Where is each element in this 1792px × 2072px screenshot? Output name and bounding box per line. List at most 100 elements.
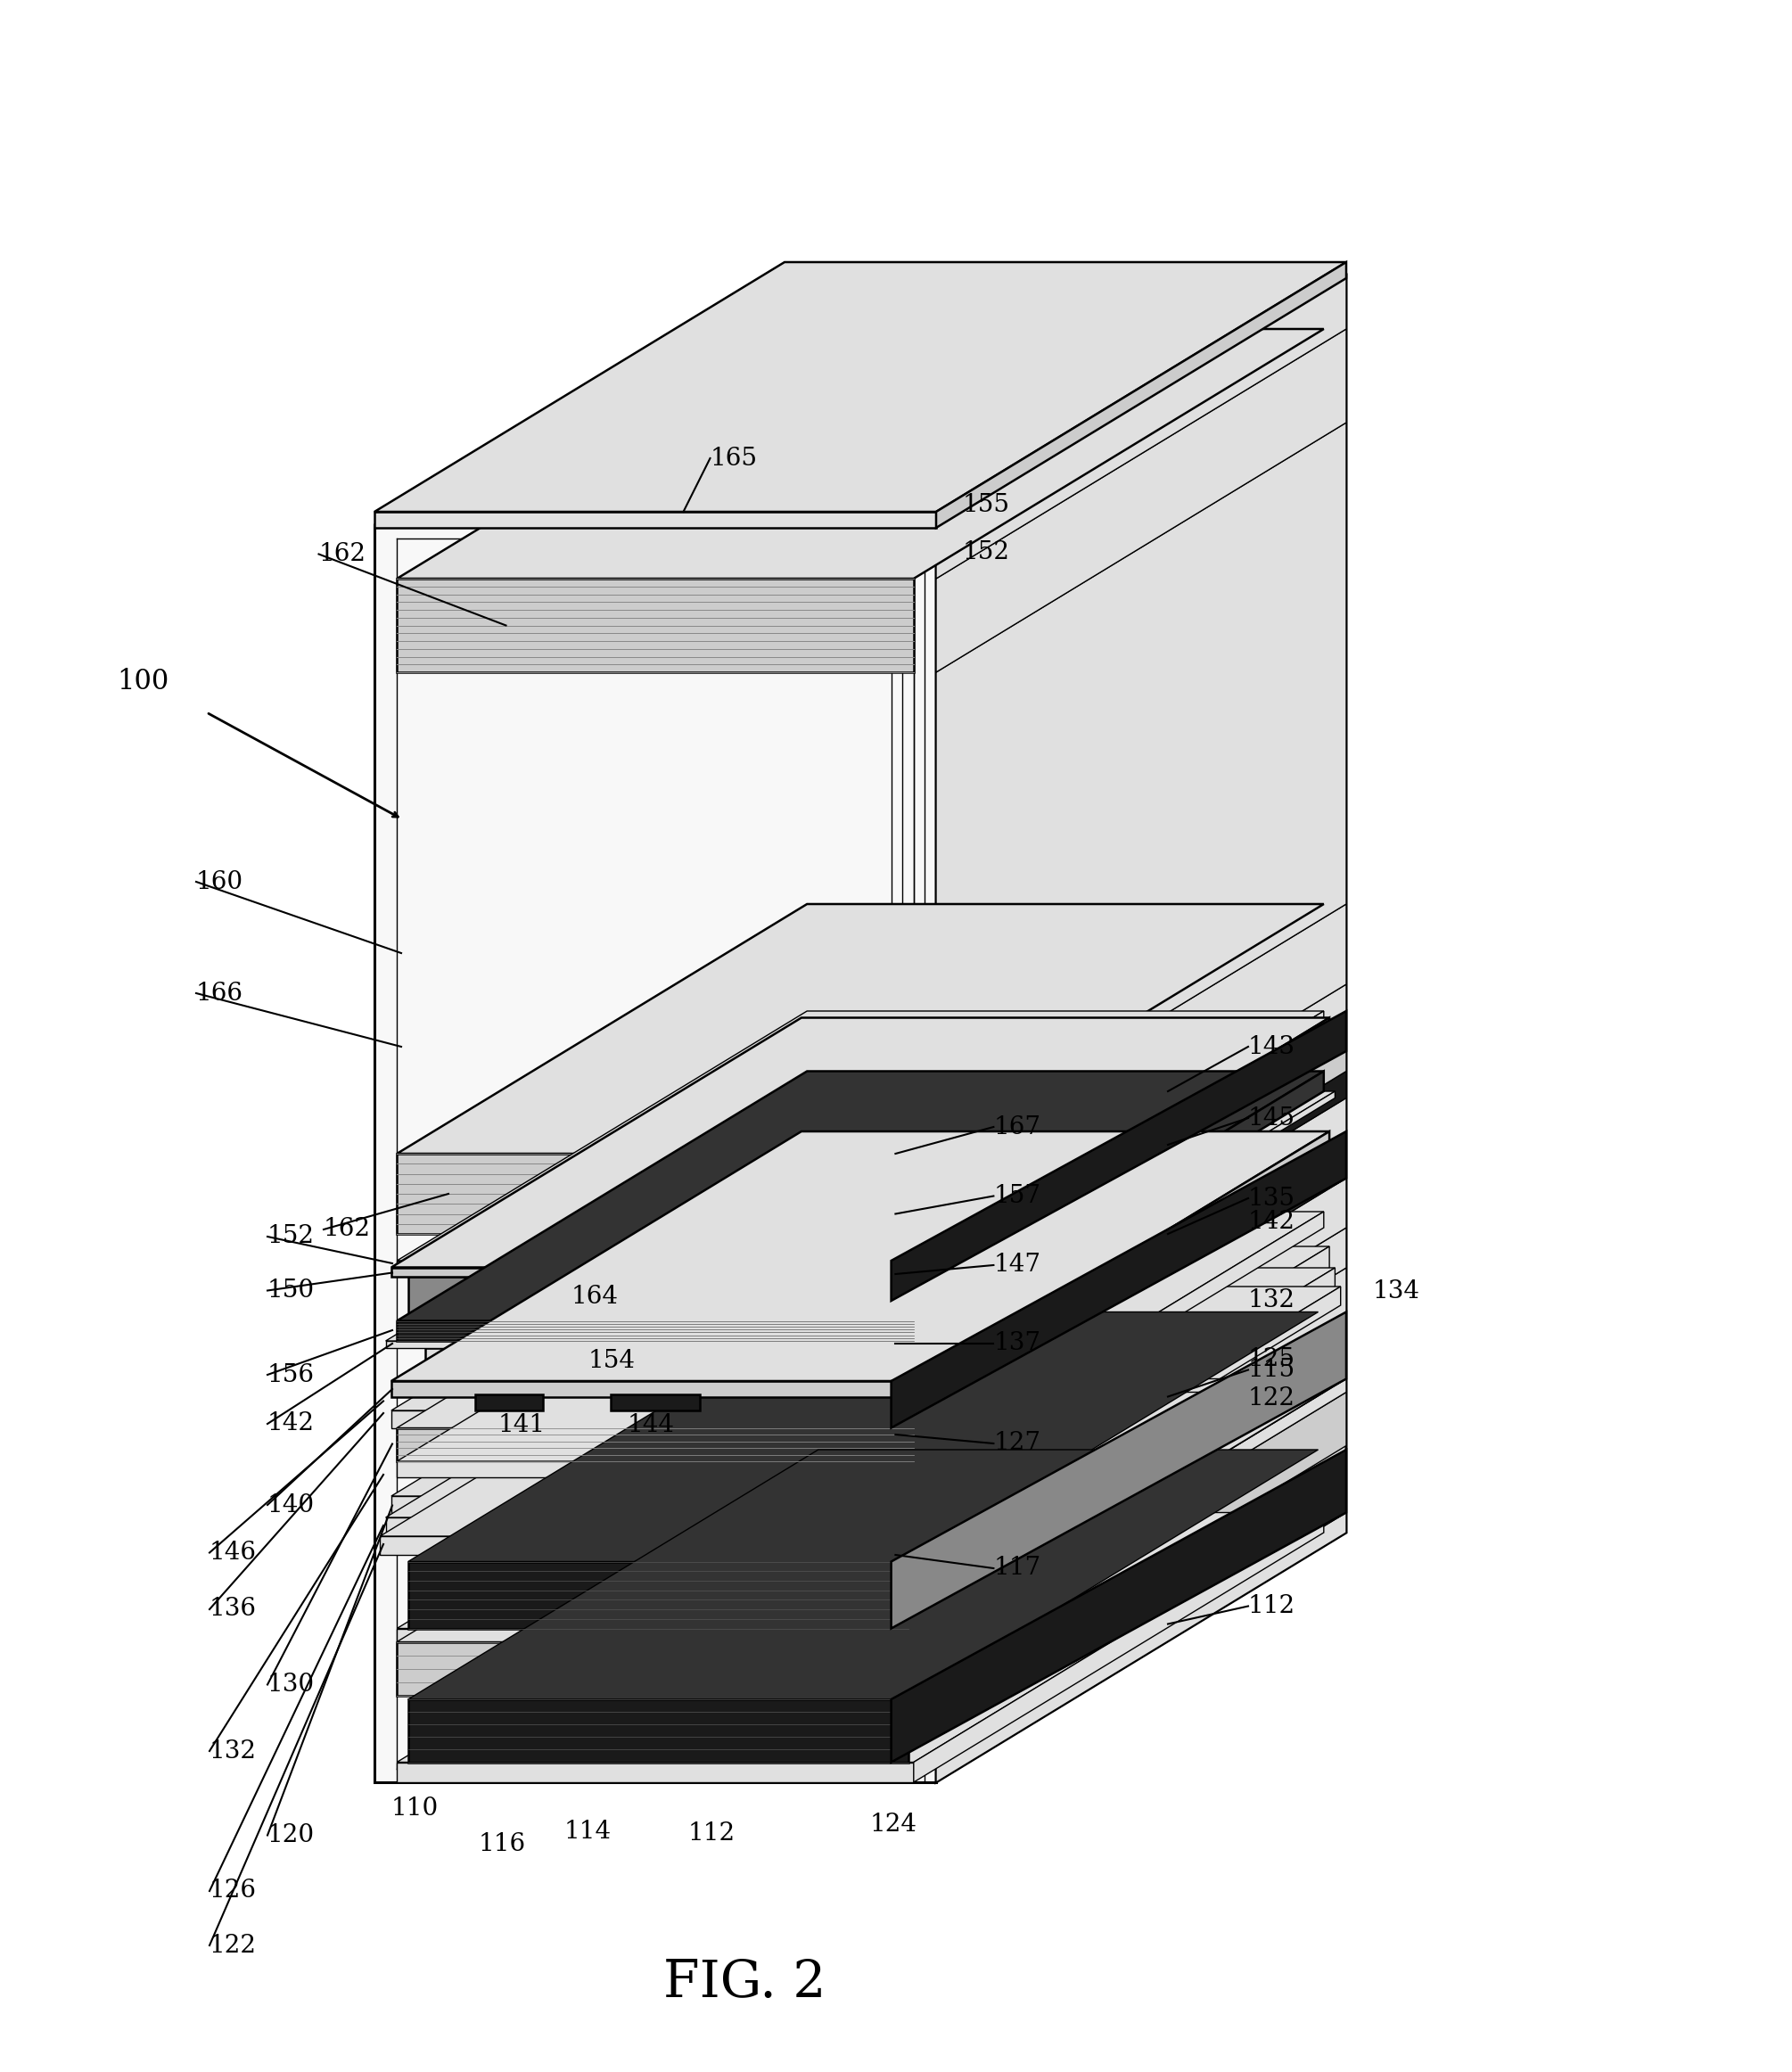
Polygon shape bbox=[914, 1212, 1324, 1477]
Polygon shape bbox=[935, 329, 1346, 671]
Polygon shape bbox=[391, 1131, 1330, 1382]
Text: 140: 140 bbox=[267, 1494, 315, 1517]
Text: 117: 117 bbox=[993, 1556, 1041, 1581]
Polygon shape bbox=[409, 1450, 1319, 1699]
Polygon shape bbox=[375, 263, 1346, 512]
Text: 160: 160 bbox=[195, 870, 244, 893]
Polygon shape bbox=[919, 1131, 1330, 1397]
Polygon shape bbox=[396, 1320, 914, 1341]
Polygon shape bbox=[919, 1247, 1330, 1517]
Polygon shape bbox=[935, 1268, 1346, 1562]
Polygon shape bbox=[925, 1092, 1335, 1347]
Text: 130: 130 bbox=[267, 1672, 315, 1697]
Text: 134: 134 bbox=[1373, 1280, 1421, 1303]
Polygon shape bbox=[396, 1378, 1324, 1629]
Polygon shape bbox=[375, 512, 935, 528]
Polygon shape bbox=[396, 1641, 914, 1695]
Text: 137: 137 bbox=[993, 1332, 1041, 1355]
Polygon shape bbox=[396, 1513, 1324, 1761]
Text: 162: 162 bbox=[319, 543, 366, 566]
Text: 112: 112 bbox=[1249, 1593, 1296, 1618]
Polygon shape bbox=[396, 1629, 914, 1641]
Polygon shape bbox=[891, 1312, 1346, 1629]
Text: 116: 116 bbox=[478, 1832, 527, 1857]
Polygon shape bbox=[891, 1131, 1346, 1428]
Polygon shape bbox=[409, 1312, 1319, 1562]
Polygon shape bbox=[935, 903, 1346, 1235]
Text: 165: 165 bbox=[710, 445, 758, 470]
Text: 146: 146 bbox=[210, 1542, 256, 1564]
Polygon shape bbox=[396, 1179, 1324, 1428]
Text: 143: 143 bbox=[1249, 1034, 1296, 1059]
Text: 112: 112 bbox=[688, 1821, 735, 1846]
Text: 166: 166 bbox=[195, 982, 244, 1005]
Polygon shape bbox=[396, 1011, 1324, 1260]
Polygon shape bbox=[914, 1513, 1324, 1782]
Text: 154: 154 bbox=[588, 1349, 634, 1374]
Text: 127: 127 bbox=[993, 1432, 1041, 1455]
Text: 167: 167 bbox=[993, 1115, 1041, 1140]
Polygon shape bbox=[391, 1496, 919, 1517]
Polygon shape bbox=[611, 1394, 701, 1411]
Polygon shape bbox=[935, 1450, 1346, 1761]
Polygon shape bbox=[891, 1011, 1346, 1301]
Polygon shape bbox=[935, 1179, 1346, 1477]
Polygon shape bbox=[930, 1287, 1340, 1554]
Polygon shape bbox=[409, 1699, 909, 1761]
Text: 110: 110 bbox=[391, 1796, 439, 1821]
Polygon shape bbox=[475, 1394, 543, 1411]
Text: 152: 152 bbox=[962, 541, 1011, 564]
Polygon shape bbox=[396, 578, 914, 671]
Polygon shape bbox=[914, 1011, 1324, 1268]
Polygon shape bbox=[380, 1287, 1340, 1535]
Polygon shape bbox=[935, 1131, 1346, 1397]
Polygon shape bbox=[935, 276, 1346, 1782]
Polygon shape bbox=[935, 1378, 1346, 1641]
Polygon shape bbox=[409, 1562, 909, 1629]
Text: 132: 132 bbox=[210, 1738, 256, 1763]
Polygon shape bbox=[396, 1428, 914, 1461]
Polygon shape bbox=[396, 1154, 914, 1235]
Text: 162: 162 bbox=[324, 1218, 371, 1241]
Polygon shape bbox=[425, 1347, 903, 1374]
Text: 164: 164 bbox=[572, 1285, 618, 1307]
Polygon shape bbox=[391, 1247, 1330, 1496]
Polygon shape bbox=[375, 276, 1346, 524]
Polygon shape bbox=[891, 1450, 1346, 1761]
Text: 145: 145 bbox=[1249, 1106, 1296, 1129]
Text: 120: 120 bbox=[267, 1823, 315, 1848]
Polygon shape bbox=[935, 1229, 1346, 1517]
Polygon shape bbox=[935, 423, 1346, 1154]
Polygon shape bbox=[385, 1341, 925, 1347]
Polygon shape bbox=[935, 1011, 1346, 1276]
Polygon shape bbox=[380, 1535, 930, 1554]
Polygon shape bbox=[375, 524, 935, 1782]
Polygon shape bbox=[396, 1212, 1324, 1461]
Text: 124: 124 bbox=[869, 1813, 918, 1836]
Text: 141: 141 bbox=[498, 1413, 545, 1436]
Polygon shape bbox=[385, 1092, 1335, 1341]
Polygon shape bbox=[925, 1268, 1335, 1535]
Text: 132: 132 bbox=[1249, 1289, 1296, 1314]
Polygon shape bbox=[935, 1392, 1346, 1695]
Polygon shape bbox=[409, 1028, 1312, 1276]
Polygon shape bbox=[391, 1160, 1330, 1411]
Polygon shape bbox=[935, 276, 1346, 578]
Polygon shape bbox=[919, 1160, 1330, 1428]
Text: 122: 122 bbox=[1249, 1386, 1296, 1411]
Polygon shape bbox=[935, 263, 1346, 528]
Polygon shape bbox=[385, 1517, 925, 1535]
Polygon shape bbox=[396, 1260, 914, 1268]
Text: 152: 152 bbox=[267, 1225, 315, 1249]
Text: 155: 155 bbox=[962, 493, 1011, 518]
Polygon shape bbox=[409, 1276, 903, 1320]
Text: 125: 125 bbox=[1249, 1347, 1296, 1372]
Polygon shape bbox=[914, 1071, 1324, 1341]
Polygon shape bbox=[396, 1071, 1324, 1320]
Polygon shape bbox=[935, 1028, 1346, 1320]
Text: 157: 157 bbox=[993, 1183, 1041, 1208]
Polygon shape bbox=[935, 984, 1346, 1260]
Polygon shape bbox=[935, 1071, 1346, 1347]
Text: FIG. 2: FIG. 2 bbox=[663, 1958, 826, 2008]
Polygon shape bbox=[396, 903, 1324, 1154]
